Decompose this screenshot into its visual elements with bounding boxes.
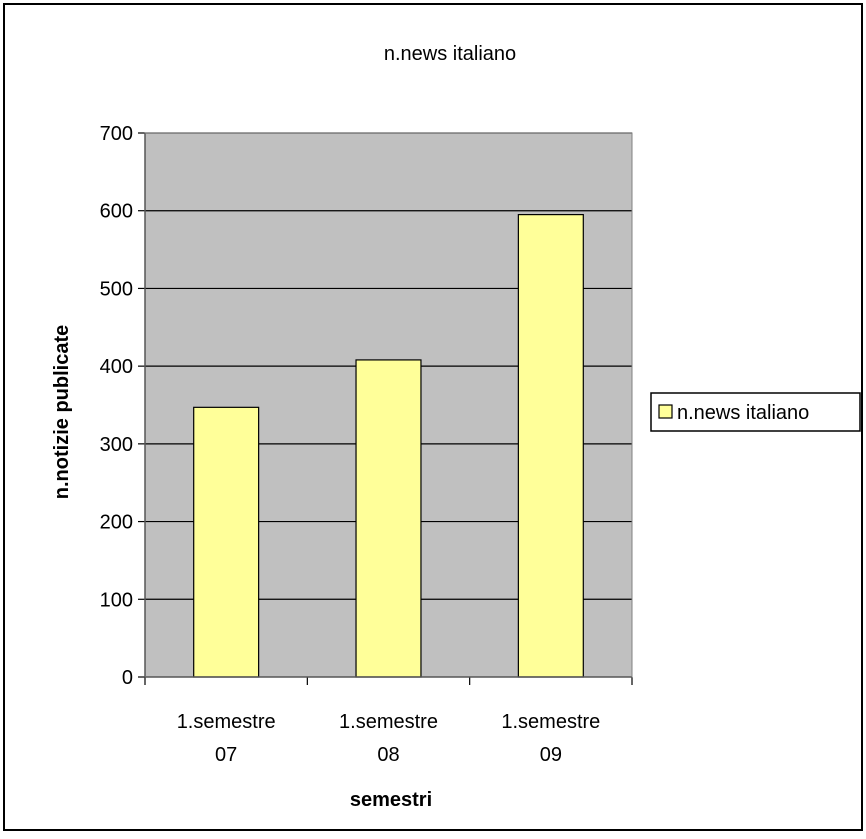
- x-tick-label: 1.semestre: [339, 711, 438, 733]
- chart-title: n.news italiano: [384, 43, 516, 65]
- bar: [355, 359, 422, 678]
- legend-box: [650, 392, 861, 432]
- y-tick-label: 300: [100, 434, 133, 456]
- tick-labels: 0 100 200 300 400 500 600 700 1.semestre 07 1.seme…: [100, 123, 601, 766]
- y-tick-label: 700: [100, 123, 133, 145]
- bar: [517, 214, 584, 678]
- axes: [138, 132, 633, 685]
- legend-swatch: [658, 404, 673, 419]
- x-tick-label: 09: [540, 744, 562, 766]
- x-tick-label: 1.semestre: [177, 711, 276, 733]
- x-tick-label: 07: [215, 744, 237, 766]
- x-tick-label: 1.semestre: [501, 711, 600, 733]
- x-tick-label: 08: [377, 744, 399, 766]
- legend: n.news italiano: [650, 392, 861, 432]
- y-tick-label: 100: [100, 589, 133, 611]
- plot-border: [144, 132, 633, 678]
- y-tick-label: 600: [100, 201, 133, 223]
- x-axis-label: semestri: [350, 789, 432, 811]
- y-axis-label: n.notizie publicate: [51, 325, 73, 499]
- y-tick-label: 500: [100, 278, 133, 300]
- legend-label: n.news italiano: [677, 402, 809, 424]
- y-tick-label: 200: [100, 512, 133, 534]
- y-tick-label: 400: [100, 356, 133, 378]
- bar: [193, 406, 260, 678]
- y-tick-label: 0: [122, 667, 133, 689]
